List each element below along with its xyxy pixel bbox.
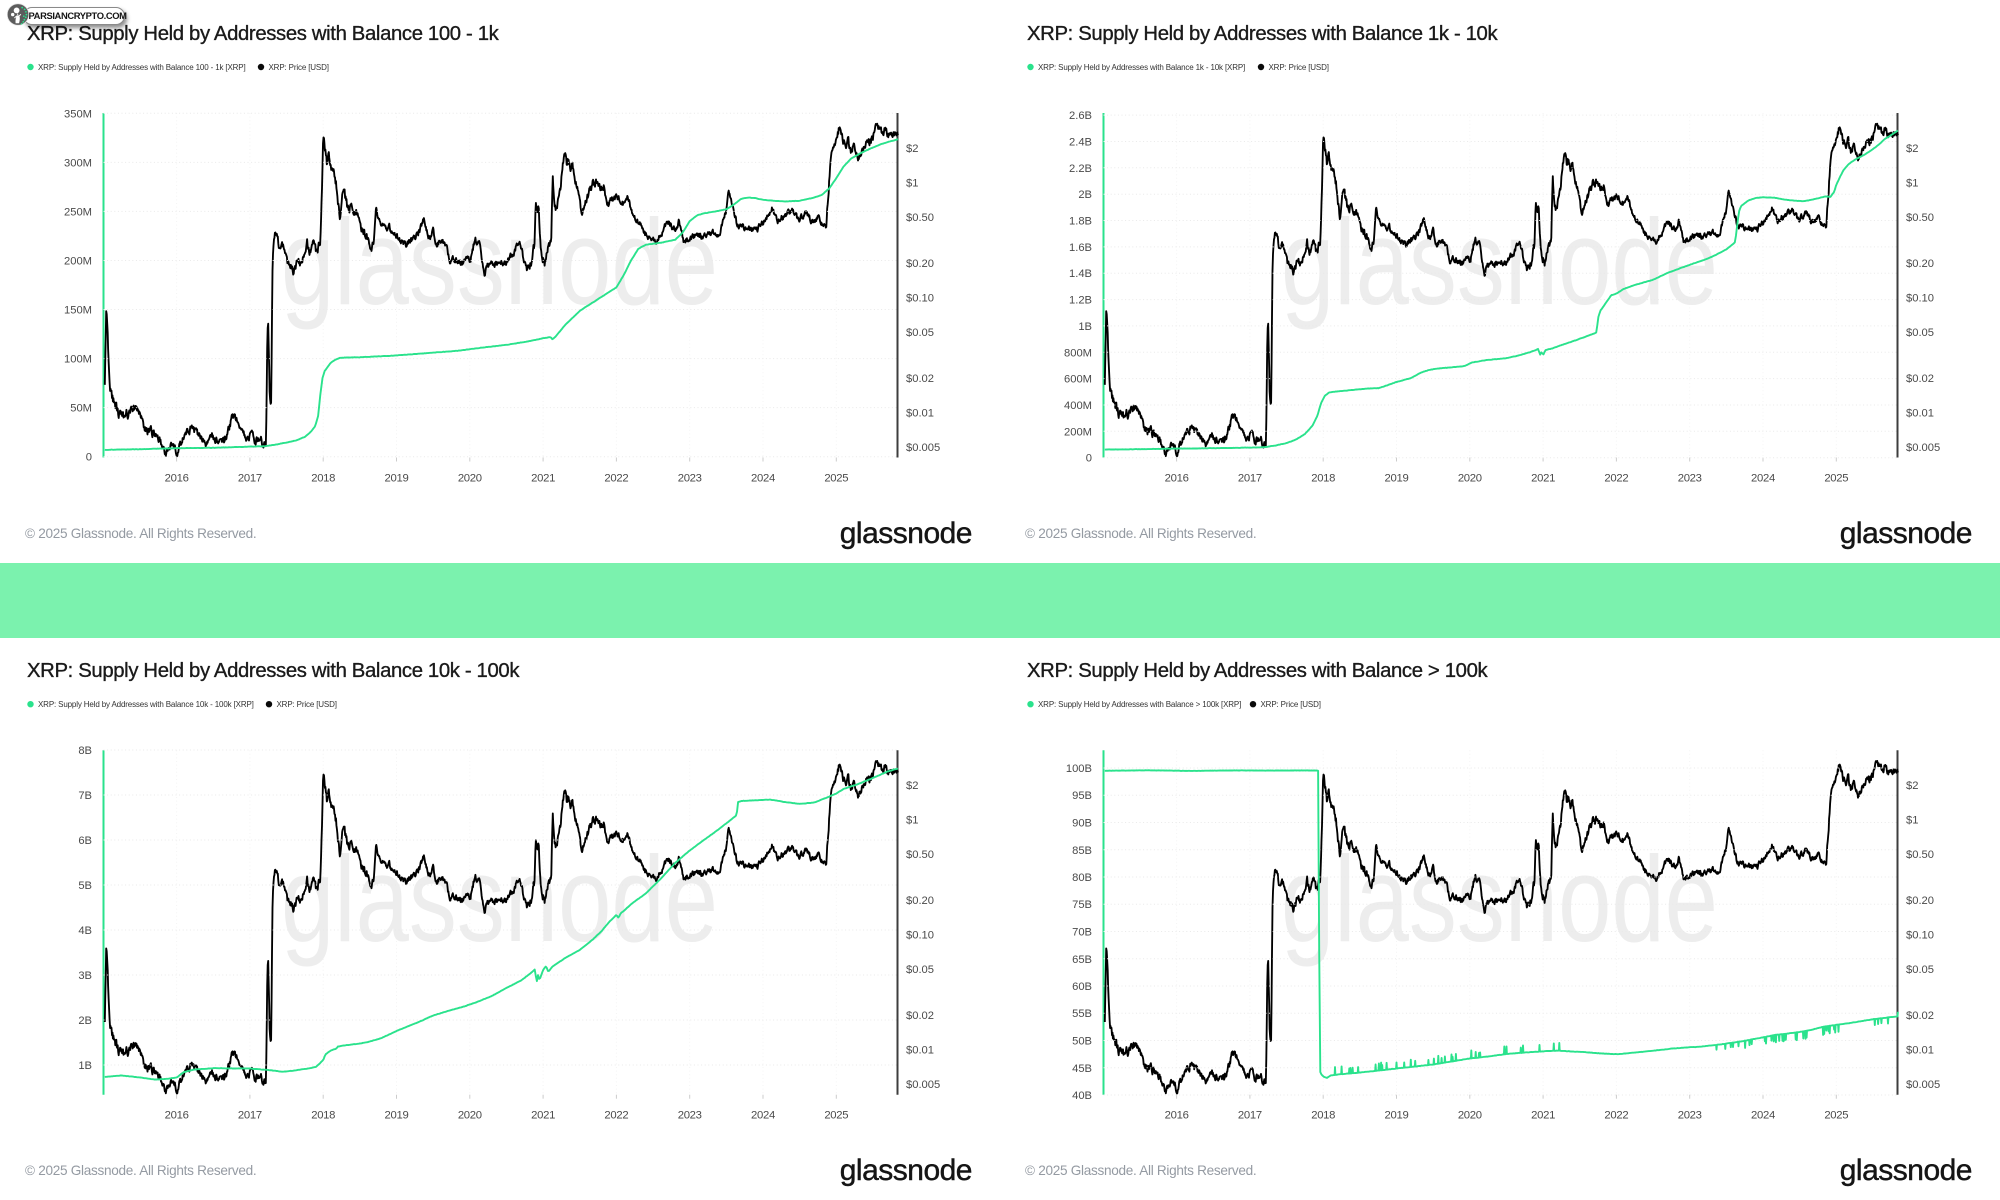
svg-text:200M: 200M [1064, 426, 1092, 438]
svg-text:XRP: Price [USD]: XRP: Price [USD] [1261, 700, 1321, 709]
svg-text:50M: 50M [70, 403, 92, 415]
svg-text:300M: 300M [64, 157, 92, 169]
svg-text:250M: 250M [64, 206, 92, 218]
svg-text:65B: 65B [1072, 954, 1092, 966]
svg-text:XRP: Supply Held by Addresses: XRP: Supply Held by Addresses with Balan… [1038, 700, 1241, 709]
svg-text:600M: 600M [1064, 374, 1092, 386]
svg-text:XRP: Price [USD]: XRP: Price [USD] [277, 700, 337, 709]
svg-text:80B: 80B [1072, 872, 1092, 884]
svg-text:3B: 3B [78, 970, 92, 982]
svg-text:XRP: Price [USD]: XRP: Price [USD] [269, 63, 329, 72]
svg-text:XRP: Supply Held by Addresses: XRP: Supply Held by Addresses with Balan… [27, 23, 500, 45]
svg-text:85B: 85B [1072, 845, 1092, 857]
svg-text:1B: 1B [78, 1060, 92, 1072]
svg-text:75B: 75B [1072, 899, 1092, 911]
svg-text:55B: 55B [1072, 1008, 1092, 1020]
svg-text:0: 0 [1086, 453, 1092, 465]
svg-text:350M: 350M [64, 108, 92, 120]
svg-text:1.4B: 1.4B [1069, 268, 1092, 280]
svg-text:XRP: Supply Held by Addresses: XRP: Supply Held by Addresses with Balan… [38, 700, 254, 709]
svg-text:1.6B: 1.6B [1069, 242, 1092, 254]
svg-text:400M: 400M [1064, 400, 1092, 412]
svg-text:70B: 70B [1072, 927, 1092, 939]
svg-text:60B: 60B [1072, 981, 1092, 993]
svg-text:100M: 100M [64, 354, 92, 366]
svg-text:XRP: Supply Held by Addresses: XRP: Supply Held by Addresses with Balan… [1038, 63, 1245, 72]
svg-text:7B: 7B [78, 790, 92, 802]
svg-text:5B: 5B [78, 880, 92, 892]
svg-text:40B: 40B [1072, 1090, 1092, 1102]
svg-text:200M: 200M [64, 256, 92, 268]
svg-text:800M: 800M [1064, 347, 1092, 359]
svg-text:1B: 1B [1078, 321, 1092, 333]
svg-text:1.2B: 1.2B [1069, 295, 1092, 307]
svg-text:XRP: Supply Held by Addresses: XRP: Supply Held by Addresses with Balan… [38, 63, 246, 72]
svg-text:2B: 2B [78, 1015, 92, 1027]
svg-text:4B: 4B [78, 925, 92, 937]
svg-text:2B: 2B [1078, 189, 1092, 201]
svg-text:0: 0 [86, 452, 92, 464]
svg-text:90B: 90B [1072, 818, 1092, 830]
svg-text:6B: 6B [78, 835, 92, 847]
svg-text:2.6B: 2.6B [1069, 110, 1092, 122]
svg-text:XRP: Price [USD]: XRP: Price [USD] [1269, 63, 1329, 72]
svg-text:XRP: Supply Held by Addresses: XRP: Supply Held by Addresses with Balan… [1027, 660, 1489, 682]
svg-text:95B: 95B [1072, 790, 1092, 802]
svg-text:2.4B: 2.4B [1069, 137, 1092, 149]
svg-text:8B: 8B [78, 745, 92, 757]
svg-text:1.8B: 1.8B [1069, 216, 1092, 228]
svg-text:100B: 100B [1066, 763, 1092, 775]
svg-text:2.2B: 2.2B [1069, 163, 1092, 175]
svg-text:150M: 150M [64, 305, 92, 317]
svg-text:45B: 45B [1072, 1063, 1092, 1075]
svg-text:XRP: Supply Held by Addresses: XRP: Supply Held by Addresses with Balan… [27, 660, 520, 682]
svg-text:50B: 50B [1072, 1036, 1092, 1048]
svg-text:XRP: Supply Held by Addresses: XRP: Supply Held by Addresses with Balan… [1027, 23, 1498, 45]
